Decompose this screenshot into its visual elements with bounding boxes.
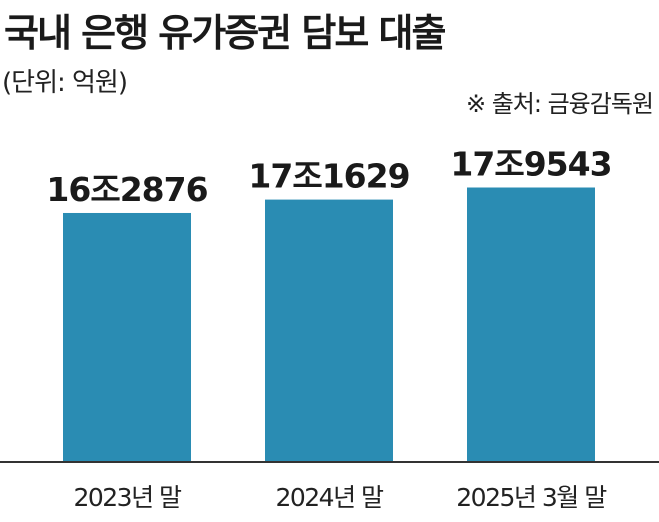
category-label-2: 2024년 말	[275, 483, 384, 512]
bar-2	[265, 199, 393, 462]
value-label-1: 16조2876	[46, 170, 207, 209]
unit-label: (단위: 억원)	[2, 68, 128, 98]
bar-3	[467, 187, 595, 462]
source-label: ※ 출처: 금융감독원	[465, 90, 654, 118]
bar-1	[63, 212, 191, 462]
value-label-2: 17조1629	[248, 157, 409, 196]
chart-title: 국내 은행 유가증권 담보 대출	[4, 11, 446, 55]
category-label-1: 2023년 말	[73, 483, 182, 512]
category-label-3: 2025년 3월 말	[456, 483, 607, 512]
value-label-3: 17조9543	[450, 144, 611, 183]
